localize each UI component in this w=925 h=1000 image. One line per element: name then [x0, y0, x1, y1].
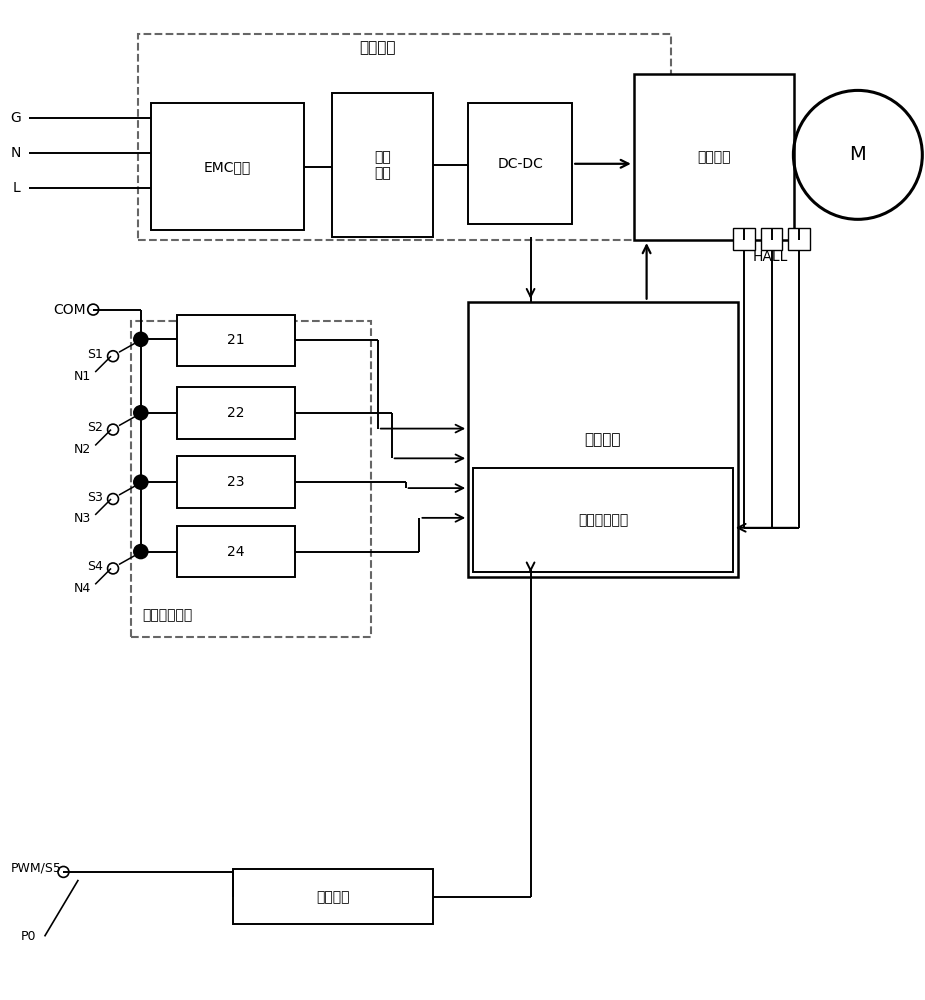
FancyBboxPatch shape [788, 228, 810, 250]
Text: 隔离电路: 隔离电路 [316, 890, 350, 904]
Text: PWM/S5: PWM/S5 [10, 861, 61, 874]
Text: 22: 22 [228, 406, 245, 420]
Text: 21: 21 [228, 333, 245, 347]
FancyBboxPatch shape [178, 526, 294, 577]
FancyBboxPatch shape [733, 228, 755, 250]
Text: L: L [13, 181, 20, 195]
Text: S3: S3 [87, 491, 103, 504]
Text: S4: S4 [87, 560, 103, 573]
Text: N: N [10, 146, 20, 160]
Text: 24: 24 [228, 545, 245, 559]
Text: N3: N3 [74, 512, 92, 525]
Circle shape [134, 475, 148, 489]
Text: S2: S2 [87, 421, 103, 434]
FancyBboxPatch shape [178, 456, 294, 508]
Text: N1: N1 [74, 370, 92, 383]
Text: COM: COM [54, 303, 86, 317]
FancyBboxPatch shape [130, 321, 371, 637]
Text: 信号识别单元: 信号识别单元 [578, 513, 628, 527]
Text: 整流
滤波: 整流 滤波 [375, 150, 391, 180]
Text: HALL: HALL [753, 250, 788, 264]
Text: S1: S1 [87, 348, 103, 361]
Text: M: M [849, 145, 866, 164]
Text: 逆变电路: 逆变电路 [697, 150, 731, 164]
FancyBboxPatch shape [760, 228, 783, 250]
FancyBboxPatch shape [473, 468, 733, 572]
Circle shape [134, 406, 148, 420]
FancyBboxPatch shape [151, 103, 304, 230]
Text: 微处理器: 微处理器 [585, 432, 622, 447]
FancyBboxPatch shape [332, 93, 434, 237]
Text: 档位检测电路: 档位检测电路 [142, 608, 193, 622]
FancyBboxPatch shape [178, 387, 294, 439]
FancyBboxPatch shape [634, 74, 795, 240]
Text: DC-DC: DC-DC [498, 157, 543, 171]
FancyBboxPatch shape [468, 302, 738, 577]
FancyBboxPatch shape [178, 315, 294, 366]
Text: G: G [10, 111, 20, 125]
Circle shape [134, 332, 148, 346]
Text: 23: 23 [228, 475, 245, 489]
FancyBboxPatch shape [468, 103, 573, 224]
Text: N2: N2 [74, 443, 92, 456]
Text: P0: P0 [21, 930, 37, 943]
FancyBboxPatch shape [138, 34, 672, 240]
Text: 电源部分: 电源部分 [360, 40, 396, 55]
Text: EMC滤波: EMC滤波 [204, 160, 252, 174]
Circle shape [134, 545, 148, 559]
FancyBboxPatch shape [233, 869, 434, 924]
Text: N4: N4 [74, 582, 92, 595]
